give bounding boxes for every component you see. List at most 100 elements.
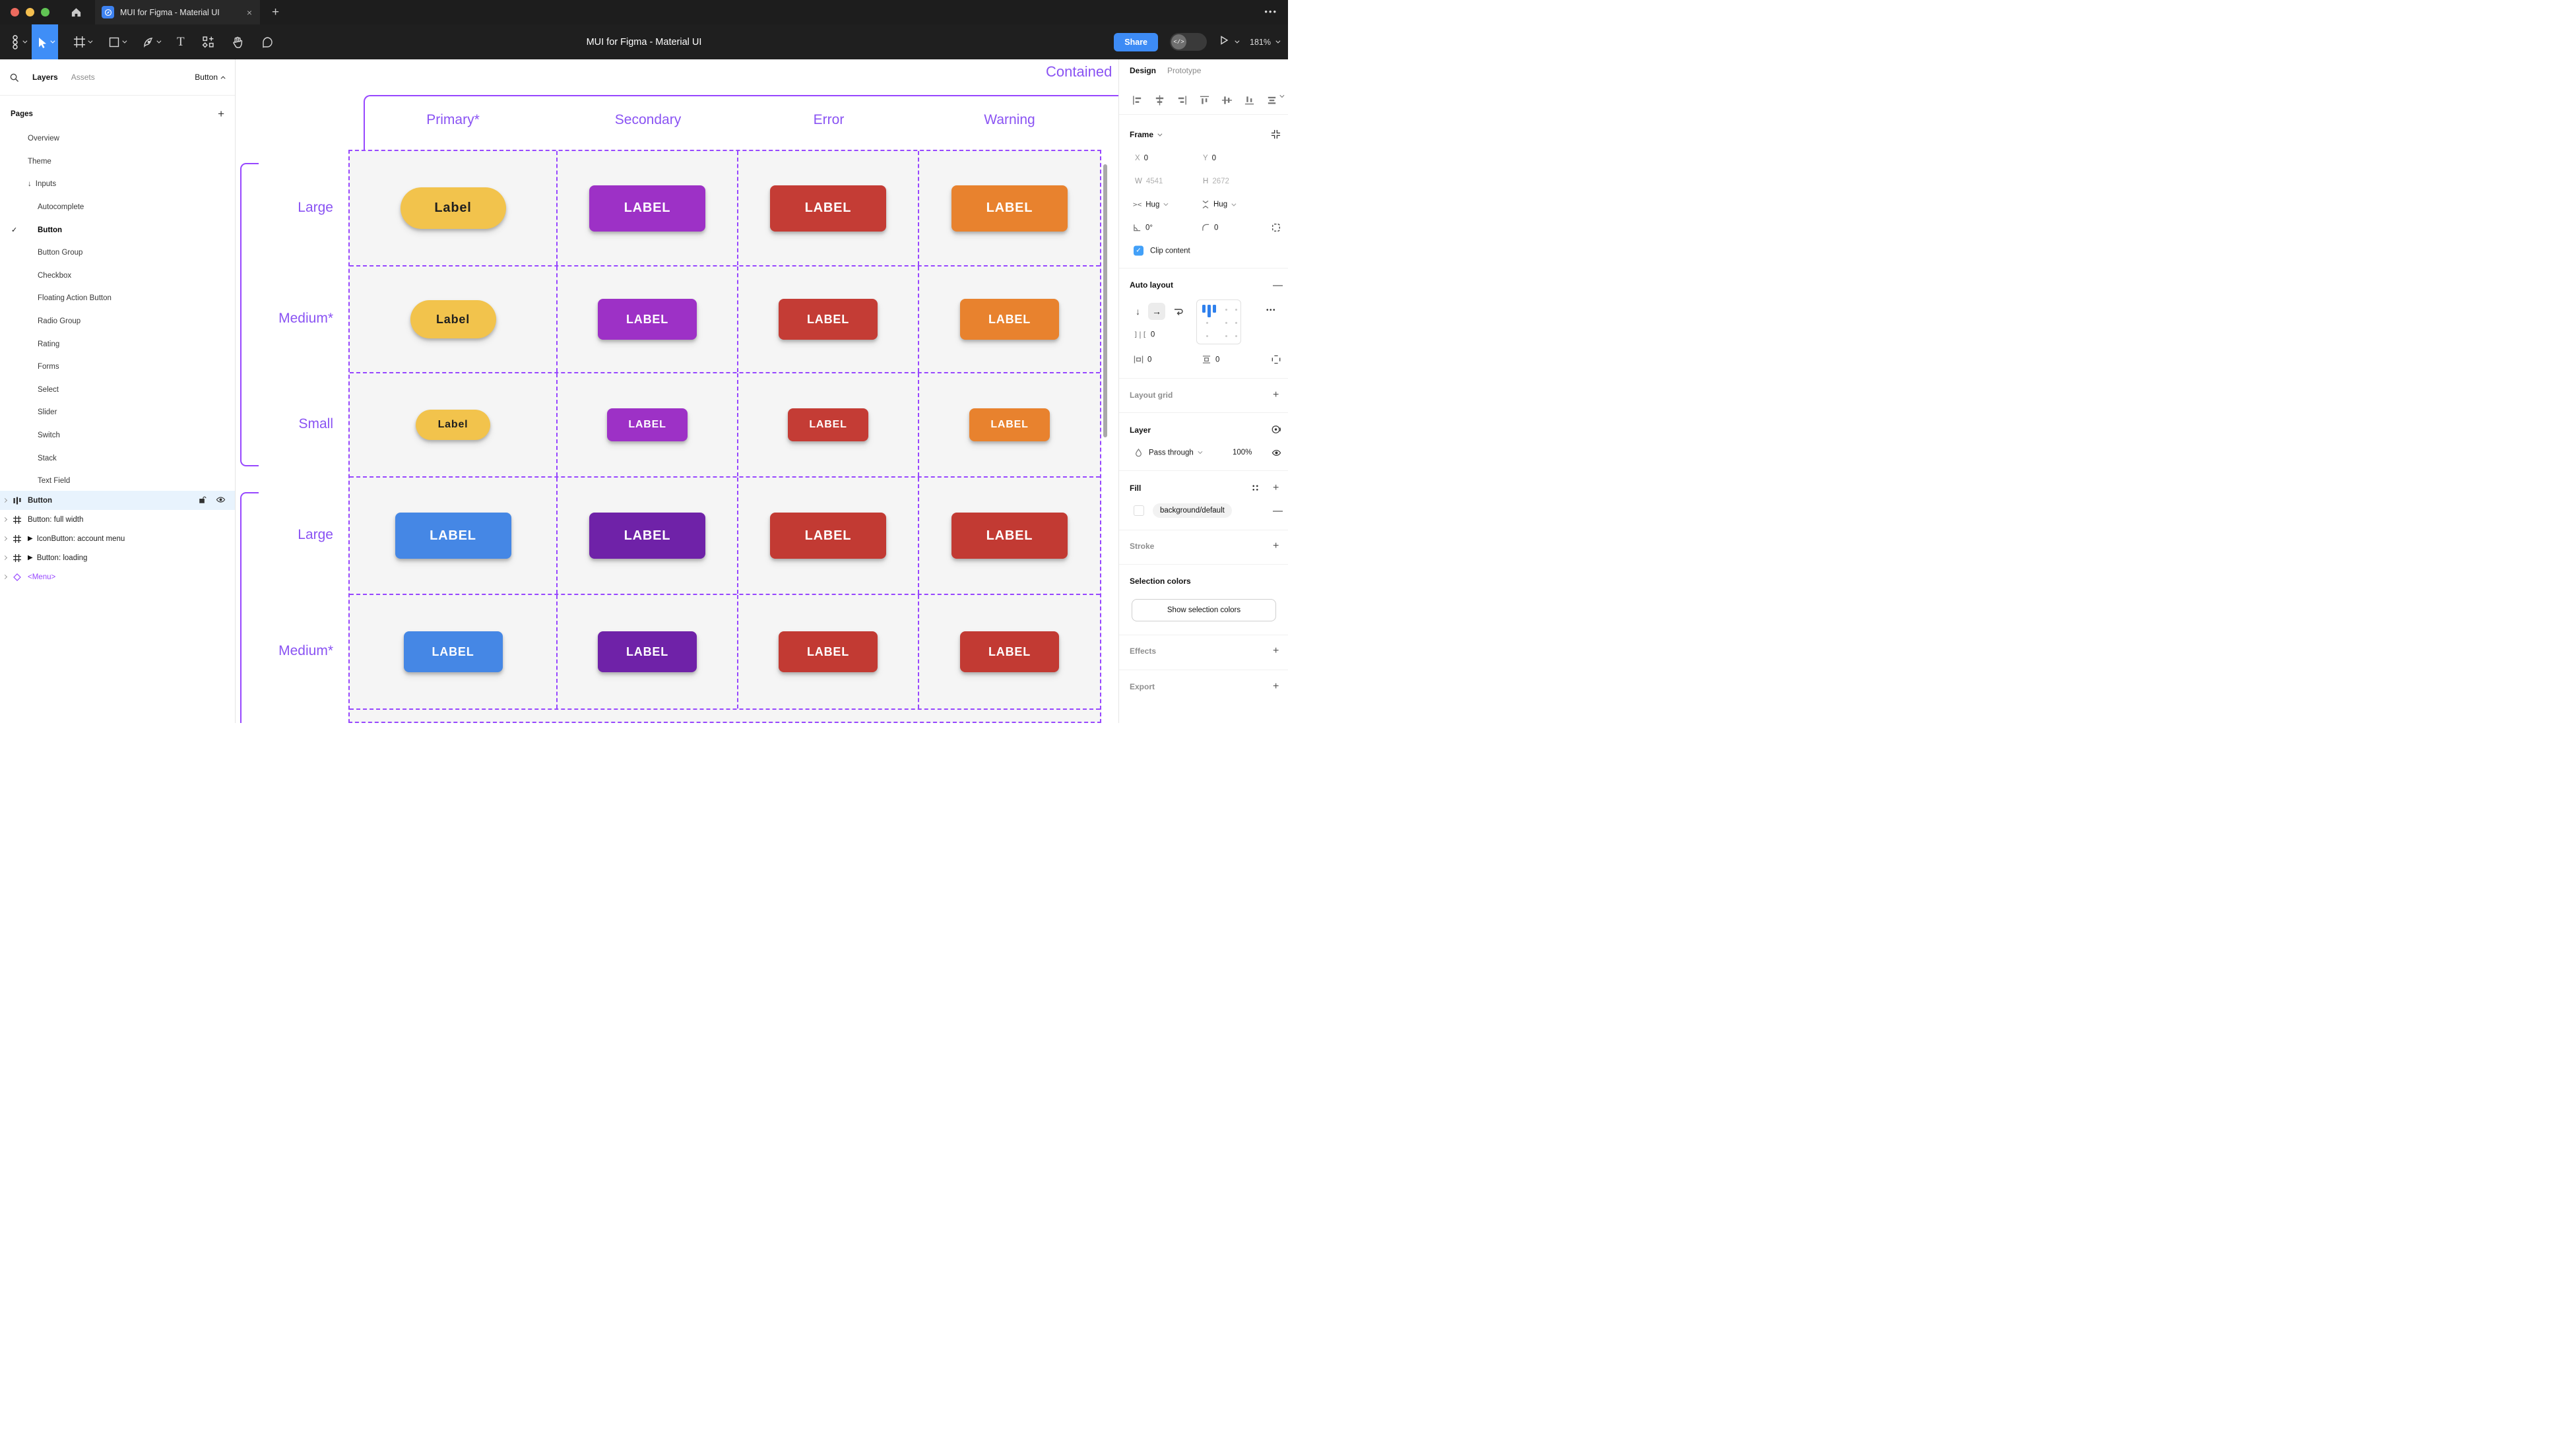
canvas-button-warning-medium[interactable]: LABEL xyxy=(960,299,1059,340)
pen-tool-button[interactable] xyxy=(137,24,166,59)
file-tab[interactable]: MUI for Figma - Material UI × xyxy=(95,0,260,24)
canvas-button-primary-large[interactable]: Label xyxy=(400,187,506,229)
distribute-icon[interactable] xyxy=(1266,93,1285,106)
fill-color-swatch[interactable] xyxy=(1134,505,1144,516)
window-more-icon[interactable]: ••• xyxy=(1264,7,1277,16)
column-header-secondary[interactable]: Secondary xyxy=(614,112,682,127)
canvas-button-error-medium[interactable]: LABEL xyxy=(779,631,878,672)
canvas-button-primary-large[interactable]: LABEL xyxy=(395,513,511,559)
align-vertical-center-icon[interactable] xyxy=(1221,95,1233,106)
height-field[interactable]: H 2672 xyxy=(1203,177,1229,185)
row-label-large[interactable]: Large xyxy=(298,527,333,542)
layout-horizontal-icon[interactable]: → xyxy=(1148,303,1165,320)
canvas-button-secondary-large[interactable]: LABEL xyxy=(589,513,705,559)
align-bottom-icon[interactable] xyxy=(1244,95,1255,106)
vertical-padding-field[interactable]: 0 xyxy=(1202,356,1219,364)
y-position-field[interactable]: Y 0 xyxy=(1203,154,1217,162)
zoom-level-menu[interactable]: 181% xyxy=(1250,38,1281,47)
auto-layout-alignment-box[interactable] xyxy=(1196,299,1241,344)
row-label-large[interactable]: Large xyxy=(298,199,333,215)
unlock-icon[interactable] xyxy=(198,495,207,506)
canvas-button-secondary-small[interactable]: LABEL xyxy=(607,408,688,441)
present-button[interactable] xyxy=(1219,35,1229,49)
frame-tool-button[interactable] xyxy=(67,24,97,59)
page-item-text-field[interactable]: Text Field xyxy=(0,470,235,493)
add-stroke-button[interactable]: + xyxy=(1273,540,1279,551)
eye-icon[interactable] xyxy=(1272,448,1281,458)
horizontal-resizing-select[interactable]: >< Hug xyxy=(1133,201,1169,209)
column-header-warning[interactable]: Warning xyxy=(984,112,1035,127)
canvas-button-primary-medium[interactable]: LABEL xyxy=(403,631,503,672)
independent-corners-icon[interactable] xyxy=(1272,223,1281,232)
home-icon[interactable] xyxy=(71,7,82,18)
clip-content-checkbox[interactable]: ✓ xyxy=(1134,245,1143,256)
tab-prototype[interactable]: Prototype xyxy=(1167,66,1202,75)
clip-content-row[interactable]: ✓ Clip content xyxy=(1134,245,1190,256)
layout-vertical-icon[interactable]: ↓ xyxy=(1136,306,1140,317)
align-right-icon[interactable] xyxy=(1176,95,1188,106)
add-effect-button[interactable]: + xyxy=(1273,645,1279,656)
canvas-button-error-large[interactable]: LABEL xyxy=(770,513,886,559)
page-item-button-group[interactable]: Button Group xyxy=(0,241,235,265)
shape-tool-button[interactable] xyxy=(102,24,131,59)
row-label-small[interactable]: Small xyxy=(298,416,333,431)
add-layout-grid-button[interactable]: + xyxy=(1273,389,1279,400)
blend-mode-icon[interactable] xyxy=(1272,425,1281,435)
page-item-theme[interactable]: Theme xyxy=(0,150,235,173)
layer-row--menu-[interactable]: <Menu> xyxy=(0,567,235,586)
layer-row-button-loading[interactable]: ▶ Button: loading xyxy=(0,548,235,567)
align-horizontal-center-icon[interactable] xyxy=(1154,95,1165,106)
canvas-button-warning-medium[interactable]: LABEL xyxy=(960,631,1059,672)
page-item-forms[interactable]: Forms xyxy=(0,356,235,379)
independent-padding-icon[interactable] xyxy=(1272,355,1281,364)
layer-row-button-full-width[interactable]: Button: full width xyxy=(0,510,235,529)
align-left-icon[interactable] xyxy=(1132,95,1143,106)
close-window-button[interactable] xyxy=(11,8,19,16)
canvas-button-error-small[interactable]: LABEL xyxy=(788,408,868,441)
chevron-down-icon[interactable] xyxy=(1235,38,1240,44)
zoom-window-button[interactable] xyxy=(41,8,49,16)
chevron-right-icon[interactable] xyxy=(2,497,8,503)
search-icon[interactable] xyxy=(9,73,19,82)
page-item-slider[interactable]: Slider xyxy=(0,401,235,424)
row-label-medium[interactable]: Medium* xyxy=(278,311,333,326)
remove-auto-layout-button[interactable]: — xyxy=(1273,280,1283,291)
column-header-error[interactable]: Error xyxy=(813,112,845,127)
chevron-right-icon[interactable] xyxy=(2,574,8,580)
component-selector[interactable]: Button xyxy=(195,73,226,82)
page-item-rating[interactable]: Rating xyxy=(0,332,235,356)
chevron-right-icon[interactable] xyxy=(2,517,8,522)
frame-title-label[interactable]: Contained xyxy=(1046,63,1112,80)
gap-field[interactable]: ]|[ 0 xyxy=(1134,330,1155,339)
corner-radius-field[interactable]: 0 xyxy=(1202,224,1218,232)
canvas-button-warning-large[interactable]: LABEL xyxy=(951,185,1068,232)
layer-row-button[interactable]: Button xyxy=(0,491,235,510)
minimize-window-button[interactable] xyxy=(26,8,34,16)
fill-row[interactable]: background/default xyxy=(1134,503,1232,518)
page-item-switch[interactable]: Switch xyxy=(0,424,235,447)
tab-layers[interactable]: Layers xyxy=(32,73,58,82)
fill-styles-icon[interactable] xyxy=(1251,484,1260,492)
add-export-button[interactable]: + xyxy=(1273,681,1279,692)
column-header-primary[interactable]: Primary* xyxy=(426,112,480,127)
main-menu-button[interactable] xyxy=(4,24,32,59)
add-page-button[interactable]: + xyxy=(218,108,224,120)
canvas-button-error-large[interactable]: LABEL xyxy=(770,185,886,232)
close-tab-icon[interactable]: × xyxy=(246,7,252,18)
page-item-select[interactable]: Select xyxy=(0,379,235,402)
page-item-radio-group[interactable]: Radio Group xyxy=(0,310,235,333)
x-position-field[interactable]: X 0 xyxy=(1135,154,1149,162)
hand-tool-button[interactable] xyxy=(226,24,250,59)
show-selection-colors-button[interactable]: Show selection colors xyxy=(1132,599,1276,621)
canvas[interactable]: Contained Primary* Secondary Error Warning … xyxy=(236,59,1118,723)
page-item-checkbox[interactable]: Checkbox xyxy=(0,265,235,288)
canvas-button-secondary-medium[interactable]: LABEL xyxy=(598,631,697,672)
dev-mode-toggle[interactable]: </> xyxy=(1170,33,1208,51)
minimize-panel-icon[interactable] xyxy=(1271,129,1281,139)
canvas-button-primary-small[interactable]: Label xyxy=(416,410,490,440)
page-item-autocomplete[interactable]: Autocomplete xyxy=(0,196,235,219)
width-field[interactable]: W 4541 xyxy=(1135,177,1163,185)
page-item-stack[interactable]: Stack xyxy=(0,447,235,470)
canvas-button-secondary-large[interactable]: LABEL xyxy=(589,185,705,232)
blend-mode-select[interactable]: Pass through xyxy=(1135,448,1203,457)
